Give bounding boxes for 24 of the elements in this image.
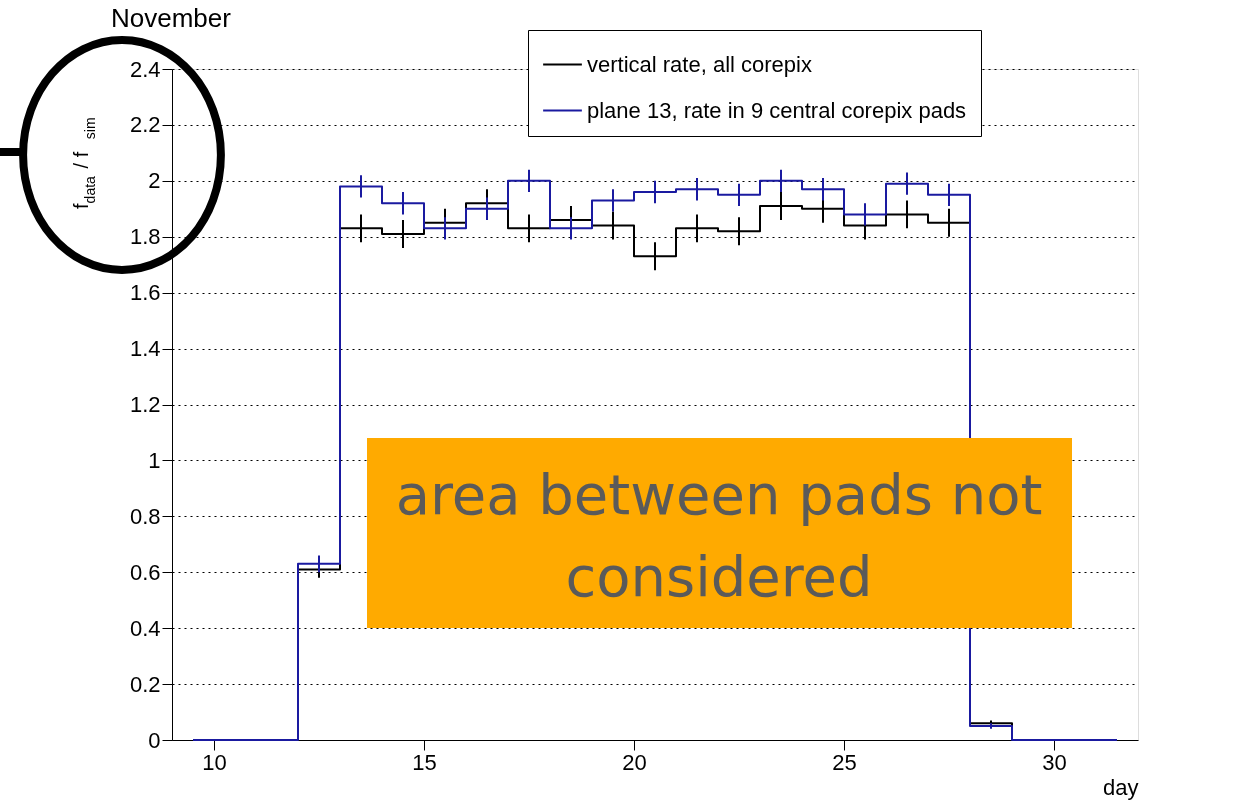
y-tick-label: 1.8	[129, 224, 161, 250]
y-axis-title: fdata / fsim	[70, 117, 98, 209]
x-tick-label: 10	[202, 749, 227, 775]
x-tick-label: 20	[622, 749, 647, 775]
x-tick-label: 15	[412, 749, 437, 775]
annotation: area between pads not considered	[395, 462, 1043, 609]
y-tick-label: 0.6	[129, 559, 161, 585]
y-tick-label: 2.2	[129, 112, 161, 138]
y-tick-label: 0.4	[129, 615, 161, 641]
chart-title: November	[111, 3, 232, 33]
legend-label: vertical rate, all corepix	[587, 51, 812, 77]
y-tick-label: 0.8	[129, 503, 161, 529]
y-tick-label: 2.4	[129, 56, 161, 82]
y-tick-label: 0.2	[129, 671, 161, 697]
y-tick-label: 1.4	[129, 336, 161, 362]
y-tick-label: 1.6	[129, 280, 161, 306]
x-axis-title: day	[1103, 774, 1139, 800]
legend-label: plane 13, rate in 9 central corepix pads	[587, 97, 967, 123]
x-tick-label: 25	[832, 749, 857, 775]
y-tick-label: 2	[148, 168, 161, 194]
y-tick-label: 1.2	[129, 392, 161, 417]
y-tick-label: 0	[148, 727, 161, 753]
y-tick-label: 1	[148, 447, 161, 473]
x-tick-label: 30	[1042, 749, 1067, 775]
